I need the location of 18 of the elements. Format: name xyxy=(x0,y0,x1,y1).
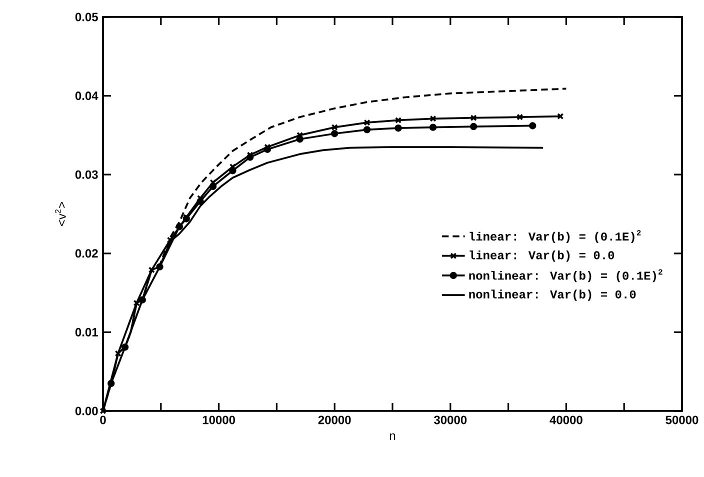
legend-label: nonlinear: Var(b) = 0.0 xyxy=(469,290,636,301)
legend-label: linear: Var(b) = (0.1E)$^{2}$ xyxy=(470,230,641,244)
y-tick-label: 0.00 xyxy=(75,406,98,416)
x-tick-label: 10000 xyxy=(202,416,235,424)
y-tick-label: 0.01 xyxy=(75,328,98,336)
x-tick-label: 20000 xyxy=(318,416,351,424)
y-axis-title: <v$^{2}$> xyxy=(55,202,66,226)
legend-label: linear: Var(b) = 0.0 xyxy=(470,250,614,262)
y-tick-label: 0.02 xyxy=(75,249,98,258)
legend-label: nonlinear: Var(b) = (0.1E)$^{2}$ xyxy=(469,269,662,282)
x-tick-label: 0 xyxy=(100,416,106,424)
x-tick-label: 30000 xyxy=(434,416,467,424)
x-tick-label: 40000 xyxy=(550,416,582,424)
y-tick-label: 0.03 xyxy=(75,170,98,179)
y-tick-label: 0.05 xyxy=(75,12,98,22)
x-axis-title: n xyxy=(390,433,396,440)
x-tick-label: 50000 xyxy=(666,416,698,424)
y-tick-label: 0.04 xyxy=(75,92,98,100)
